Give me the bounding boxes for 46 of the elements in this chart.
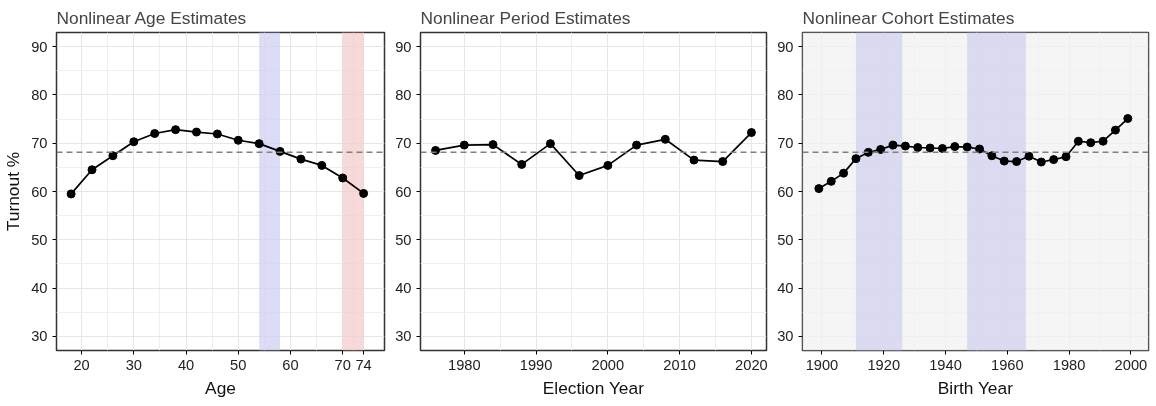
x-tick-label: 2020 (735, 356, 768, 373)
y-tick-label: 40 (395, 280, 412, 297)
y-tick-label: 90 (395, 38, 412, 55)
x-tick-label: 1980 (447, 356, 481, 373)
x-tick-label: 2000 (591, 356, 625, 373)
chart-title: Nonlinear Age Estimates (56, 7, 247, 28)
x-axis-title: Age (205, 377, 236, 398)
x-tick-label: 1940 (929, 356, 962, 373)
x-tick-label: 60 (282, 356, 299, 373)
y-tick-label: 50 (777, 231, 794, 248)
x-axis-title: Birth Year (937, 377, 1014, 398)
y-tick-label: 60 (395, 183, 412, 200)
x-tick-label: 50 (230, 356, 247, 373)
chart-title: Nonlinear Period Estimates (420, 7, 631, 28)
y-tick-label: 80 (31, 86, 48, 103)
y-axis-title: Turnout % (3, 151, 24, 232)
x-tick-label: 74 (355, 356, 372, 373)
y-tick-label: 70 (395, 135, 412, 152)
x-tick-label: 1990 (519, 356, 553, 373)
y-tick-label: 30 (395, 328, 412, 345)
y-tick-label: 50 (31, 231, 48, 248)
x-tick-label: 1960 (991, 356, 1024, 373)
y-tick-label: 60 (31, 183, 48, 200)
y-tick-label: 80 (395, 86, 412, 103)
x-axis-title: Election Year (542, 377, 645, 398)
x-tick-label: 2000 (1114, 356, 1148, 373)
y-tick-label: 50 (395, 231, 412, 248)
x-tick-label: 1980 (1052, 356, 1086, 373)
y-tick-label: 70 (31, 135, 48, 152)
x-tick-label: 70 (334, 356, 351, 373)
chart-title: Nonlinear Cohort Estimates (802, 7, 1015, 28)
y-tick-label: 30 (31, 328, 48, 345)
x-tick-label: 1900 (805, 356, 839, 373)
x-tick-label: 30 (125, 356, 142, 373)
y-tick-label: 70 (777, 135, 794, 152)
x-tick-label: 20 (73, 356, 90, 373)
y-tick-label: 40 (777, 280, 794, 297)
y-tick-label: 40 (31, 280, 48, 297)
y-tick-label: 60 (777, 183, 794, 200)
x-tick-label: 40 (177, 356, 195, 373)
x-tick-label: 1920 (867, 356, 901, 373)
y-tick-label: 90 (777, 38, 794, 55)
x-tick-label: 2010 (663, 356, 696, 373)
y-tick-label: 30 (777, 328, 794, 345)
y-tick-label: 90 (31, 38, 48, 55)
y-tick-label: 80 (777, 86, 794, 103)
